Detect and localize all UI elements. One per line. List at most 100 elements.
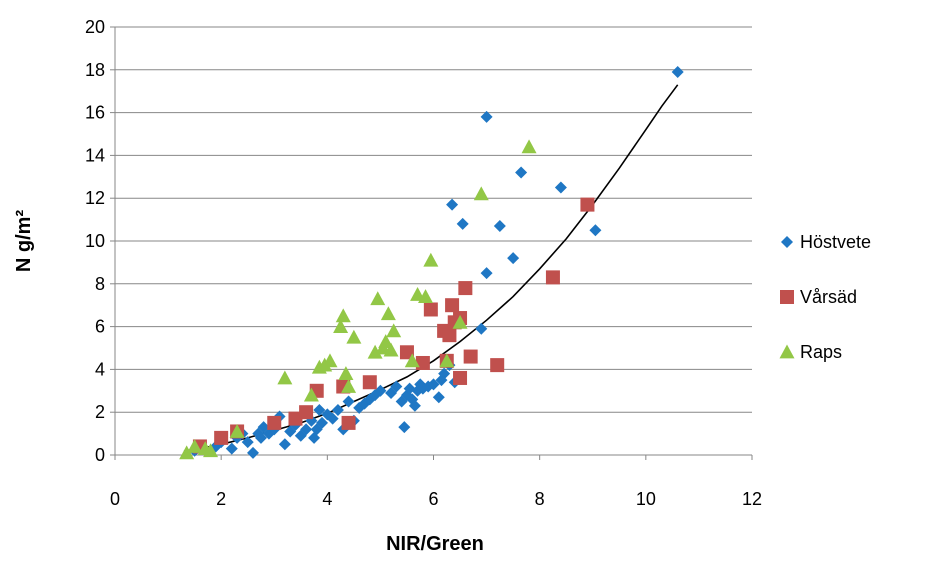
series-triangle [179, 139, 537, 460]
data-point [515, 166, 528, 179]
data-point [378, 334, 394, 348]
data-point [370, 291, 386, 306]
y-tick-label: 14 [85, 145, 105, 165]
data-point [386, 323, 402, 338]
y-tick-label: 6 [95, 317, 105, 337]
data-point [432, 391, 445, 404]
data-point [493, 220, 506, 233]
data-points [179, 65, 684, 460]
data-point [453, 370, 468, 385]
data-point [303, 387, 319, 402]
data-point [398, 421, 411, 434]
data-point [316, 416, 329, 429]
data-point [490, 358, 505, 373]
x-tick-label: 4 [322, 489, 332, 509]
data-point [380, 306, 396, 321]
data-point [521, 139, 537, 154]
data-point [473, 186, 489, 201]
series-diamond [188, 65, 684, 459]
data-point [331, 404, 344, 417]
data-point [267, 415, 282, 430]
data-point [458, 281, 473, 296]
y-tick-label: 8 [95, 274, 105, 294]
data-point [333, 319, 349, 333]
axes [110, 26, 753, 460]
data-point [203, 443, 219, 458]
data-point [390, 380, 403, 393]
legend-marker [780, 290, 794, 304]
data-point [463, 349, 478, 364]
y-tick-label: 0 [95, 445, 105, 465]
data-point [589, 224, 602, 237]
trendline-group [183, 84, 679, 452]
data-point [254, 431, 267, 444]
legend-label: Raps [800, 342, 842, 362]
data-point [362, 375, 377, 390]
legend-label: Höstvete [800, 232, 871, 252]
x-tick-label: 6 [428, 489, 438, 509]
data-point [326, 412, 339, 425]
data-point [214, 430, 229, 445]
y-tick-label: 20 [85, 17, 105, 37]
x-tick-label: 8 [535, 489, 545, 509]
legend-label: Vårsäd [800, 287, 857, 307]
data-point [341, 379, 357, 393]
data-point [288, 411, 303, 426]
data-point [241, 436, 254, 449]
data-point [322, 353, 338, 368]
x-tick-label: 2 [216, 489, 226, 509]
y-tick-label: 12 [85, 188, 105, 208]
data-point [313, 404, 326, 417]
gridlines [115, 26, 752, 413]
data-point [404, 353, 420, 368]
data-point [341, 415, 356, 430]
data-point [445, 298, 460, 313]
data-point [439, 353, 455, 368]
data-point [671, 65, 684, 78]
data-point [383, 342, 399, 357]
data-point [367, 344, 383, 359]
data-point [374, 384, 387, 397]
data-point [480, 267, 493, 280]
data-point [452, 314, 468, 329]
data-point [187, 438, 203, 453]
tick-labels: 0 2 4 6 8 10 12 14 16 18 20 0 2 4 6 8 10 12 [85, 17, 762, 509]
data-point [480, 110, 493, 123]
data-point [225, 442, 238, 455]
data-point [408, 399, 421, 412]
legend-marker [779, 344, 795, 359]
data-point [423, 302, 438, 317]
data-point [300, 423, 313, 436]
data-point [545, 270, 560, 285]
y-axis-title: N g/m² [13, 210, 35, 273]
data-point [427, 378, 440, 391]
data-point [399, 345, 414, 360]
data-point [507, 252, 520, 265]
data-point [338, 366, 354, 381]
y-tick-label: 2 [95, 402, 105, 422]
data-point [277, 370, 293, 385]
data-point [580, 197, 595, 212]
data-point [335, 308, 351, 323]
legend-marker [781, 236, 793, 248]
data-point [342, 395, 355, 408]
data-point [418, 289, 434, 304]
data-point [247, 446, 260, 459]
data-point [423, 252, 439, 267]
data-point [346, 329, 362, 344]
data-point [438, 367, 451, 380]
data-point [278, 438, 291, 451]
x-tick-label: 10 [636, 489, 656, 509]
y-tick-label: 4 [95, 359, 105, 379]
x-tick-label: 0 [110, 489, 120, 509]
x-tick-label: 12 [742, 489, 762, 509]
y-tick-label: 18 [85, 60, 105, 80]
data-point [554, 181, 567, 194]
y-tick-label: 16 [85, 103, 105, 123]
trendline [183, 84, 679, 452]
x-axis-title: NIR/Green [386, 533, 484, 555]
y-tick-label: 10 [85, 231, 105, 251]
data-point [229, 423, 245, 438]
